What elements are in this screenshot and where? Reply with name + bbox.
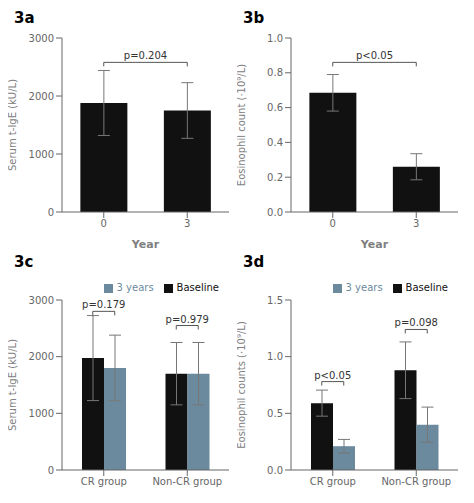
svg-text:2000: 2000 [29,91,54,102]
svg-text:p=0.979: p=0.979 [166,314,209,325]
html-text:Baseline: Baseline [405,282,448,293]
svg-text:p=0.098: p=0.098 [395,317,438,328]
svg-text:3000: 3000 [29,33,54,44]
svg-text:0: 0 [330,218,336,229]
svg-text:1000: 1000 [29,408,54,419]
svg-text:0.0: 0.0 [267,207,283,218]
svg-text:1.0: 1.0 [267,351,283,362]
svg-text:0.0: 0.0 [267,465,283,476]
svg-text:p<0.05: p<0.05 [314,370,351,381]
svg-text:2000: 2000 [29,351,54,362]
svg-text:Eosinophil counts (·10⁹/L): Eosinophil counts (·10⁹/L) [237,321,247,449]
svg-text:CR group: CR group [310,476,356,487]
svg-text:Year: Year [131,238,160,248]
svg-text:p<0.05: p<0.05 [356,50,393,61]
svg-text:1.5: 1.5 [267,295,283,306]
svg-text:Serum t-IgE (kU/L): Serum t-IgE (kU/L) [8,339,18,431]
svg-text:3: 3 [413,218,419,229]
svg-text:p=0.204: p=0.204 [124,50,167,61]
svg-text:CR group: CR group [81,476,127,487]
html-text:3 years: 3 years [345,282,383,293]
svg-text:3000: 3000 [29,295,54,306]
svg-text:1000: 1000 [29,149,54,160]
svg-text:1.0: 1.0 [267,33,283,44]
svg-text:0: 0 [101,218,107,229]
svg-text:Non-CR group: Non-CR group [381,476,451,487]
svg-text:0.4: 0.4 [267,137,283,148]
svg-text:p=0.179: p=0.179 [82,299,125,310]
svg-text:3: 3 [184,218,190,229]
svg-text:Non-CR group: Non-CR group [152,476,222,487]
svg-text:0: 0 [48,465,54,476]
svg-text:0.6: 0.6 [267,102,283,113]
svg-text:0.2: 0.2 [267,172,283,183]
svg-text:Year: Year [360,238,389,248]
html-text:3b: 3b [243,9,265,27]
svg-text:0.5: 0.5 [267,408,283,419]
html-text:3d: 3d [243,253,265,271]
html-text:Baseline: Baseline [176,282,219,293]
html-text:3c: 3c [14,253,34,271]
html-text:3a: 3a [14,9,35,27]
svg-text:Serum t-IgE (kU/L): Serum t-IgE (kU/L) [8,79,18,171]
html-text:3 years: 3 years [116,282,154,293]
svg-text:0.8: 0.8 [267,67,283,78]
svg-text:Eosinophil count (·10⁹/L): Eosinophil count (·10⁹/L) [237,64,247,186]
svg-text:0: 0 [48,207,54,218]
